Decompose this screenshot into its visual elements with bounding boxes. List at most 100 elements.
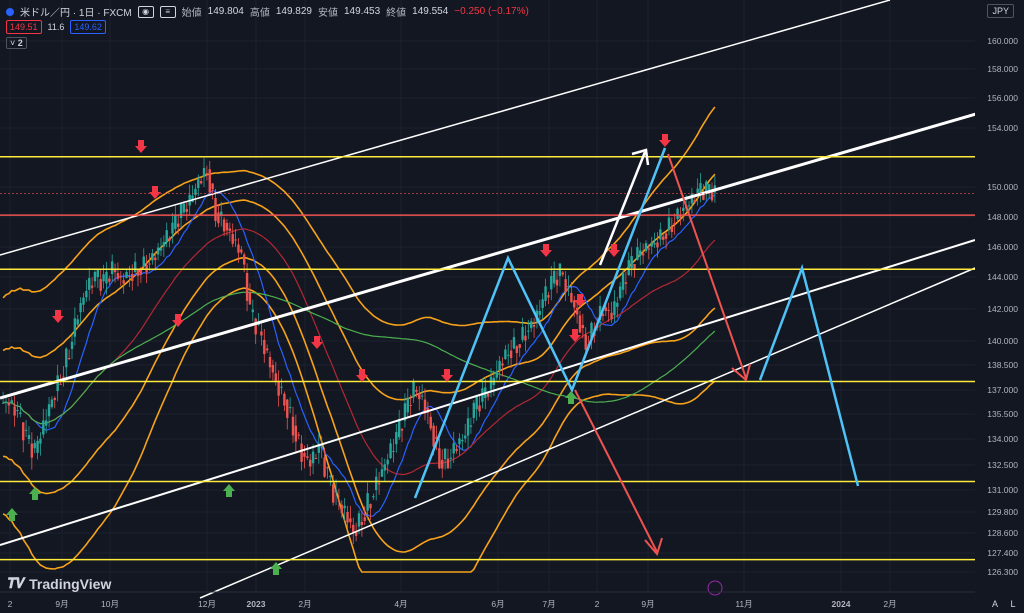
price-tick-label: 158.000 [987, 64, 1018, 74]
candle [205, 173, 209, 175]
candle [366, 493, 369, 511]
candle [581, 325, 585, 328]
candle [466, 418, 470, 436]
candle [386, 459, 389, 465]
candle [231, 234, 234, 244]
candle [202, 167, 206, 178]
candle [7, 402, 11, 406]
buy-signal-arrow [6, 508, 18, 521]
candle [131, 274, 134, 281]
price-axis: 160.000 158.000 156.000 154.000 150.000 148.0… [975, 0, 1024, 613]
candle [309, 459, 312, 467]
candle [185, 209, 189, 212]
candle [331, 484, 335, 503]
candle [567, 286, 570, 288]
candle [245, 273, 249, 301]
candle [125, 271, 128, 279]
candle [288, 407, 292, 409]
candle [575, 307, 579, 315]
sell-signal-arrow [135, 140, 147, 153]
candle [159, 248, 163, 251]
candle [624, 282, 628, 284]
candle [39, 438, 42, 444]
candle [311, 451, 315, 464]
candle [217, 212, 220, 224]
candle [27, 435, 31, 439]
sell-signal-arrow [659, 134, 671, 147]
candle [113, 269, 117, 273]
price-tick-label: 142.000 [987, 304, 1018, 314]
candle [590, 322, 593, 339]
candle [420, 395, 424, 397]
candle [329, 475, 332, 477]
projection-zigzag [758, 263, 860, 487]
candle [469, 425, 473, 427]
sell-signal-arrow [540, 244, 552, 257]
candle [389, 443, 392, 459]
candle [475, 395, 478, 410]
time-tick-label: 12月 [198, 599, 216, 609]
candle [443, 448, 447, 460]
candle [461, 439, 464, 442]
candle [518, 344, 521, 348]
candle [705, 181, 708, 191]
candle [529, 321, 533, 329]
candle [504, 349, 507, 360]
symbol-icon [6, 7, 14, 16]
auto-scale-button[interactable]: A [991, 599, 998, 609]
trend-channels [0, 0, 1024, 599]
candle [70, 341, 74, 349]
menu-icon[interactable]: ≡ [159, 5, 176, 18]
candle [128, 276, 131, 277]
projection-arrow [667, 153, 747, 379]
candle [618, 286, 622, 299]
sell-signal-arrow [172, 314, 184, 327]
candle [162, 242, 166, 247]
candle [604, 307, 608, 311]
change-value: −0.250 (−0.17%) [454, 6, 529, 17]
price-tick-label: 156.000 [987, 93, 1018, 103]
time-tick-label: 11月 [735, 599, 752, 609]
candle [641, 253, 645, 256]
candle [337, 501, 341, 502]
price-tick-label: 148.000 [987, 212, 1018, 222]
candle [710, 191, 714, 201]
candle [168, 238, 171, 241]
projection-arrow [598, 151, 647, 266]
candle [108, 278, 111, 282]
candle [165, 230, 168, 243]
indicator-count[interactable]: ˅ 2 [6, 37, 27, 49]
candle [687, 205, 691, 207]
buy-button[interactable]: 149.62 [70, 20, 106, 34]
candle [306, 456, 309, 458]
candle [541, 299, 544, 308]
candle [455, 448, 458, 451]
candle [228, 228, 232, 231]
candle [573, 300, 576, 308]
price-tick-label: 134.000 [987, 434, 1018, 444]
order-panel: 149.51 11.6 149.62 [6, 20, 106, 34]
time-tick-label: 2月 [883, 599, 896, 609]
candle [653, 243, 656, 245]
sell-signal-arrow [608, 244, 620, 257]
candle [598, 306, 602, 321]
price-tick-label: 154.000 [987, 123, 1018, 133]
eye-icon[interactable]: ◉ [137, 5, 154, 18]
candle [79, 303, 82, 313]
candle [423, 399, 427, 414]
sell-signal-arrow [311, 336, 323, 349]
log-scale-button[interactable]: L [1010, 599, 1016, 609]
candle [383, 464, 387, 471]
candle [621, 273, 625, 290]
sell-button[interactable]: 149.51 [6, 20, 42, 34]
candle [616, 302, 619, 307]
candle [664, 233, 668, 239]
symbol-label[interactable]: 米ドル／円 · 1日 · FXCM [20, 8, 132, 19]
candle [59, 383, 62, 385]
currency-label[interactable]: JPY [987, 4, 1014, 18]
time-axis: 2 9月 10月 12月 2023 2月 4月 6月 7月 2 9月 11月 2024 2月 [0, 591, 975, 609]
candle [16, 409, 19, 411]
tradingview-logo: 𝑻𝑽 TradingView [8, 575, 112, 592]
candle [707, 184, 711, 190]
